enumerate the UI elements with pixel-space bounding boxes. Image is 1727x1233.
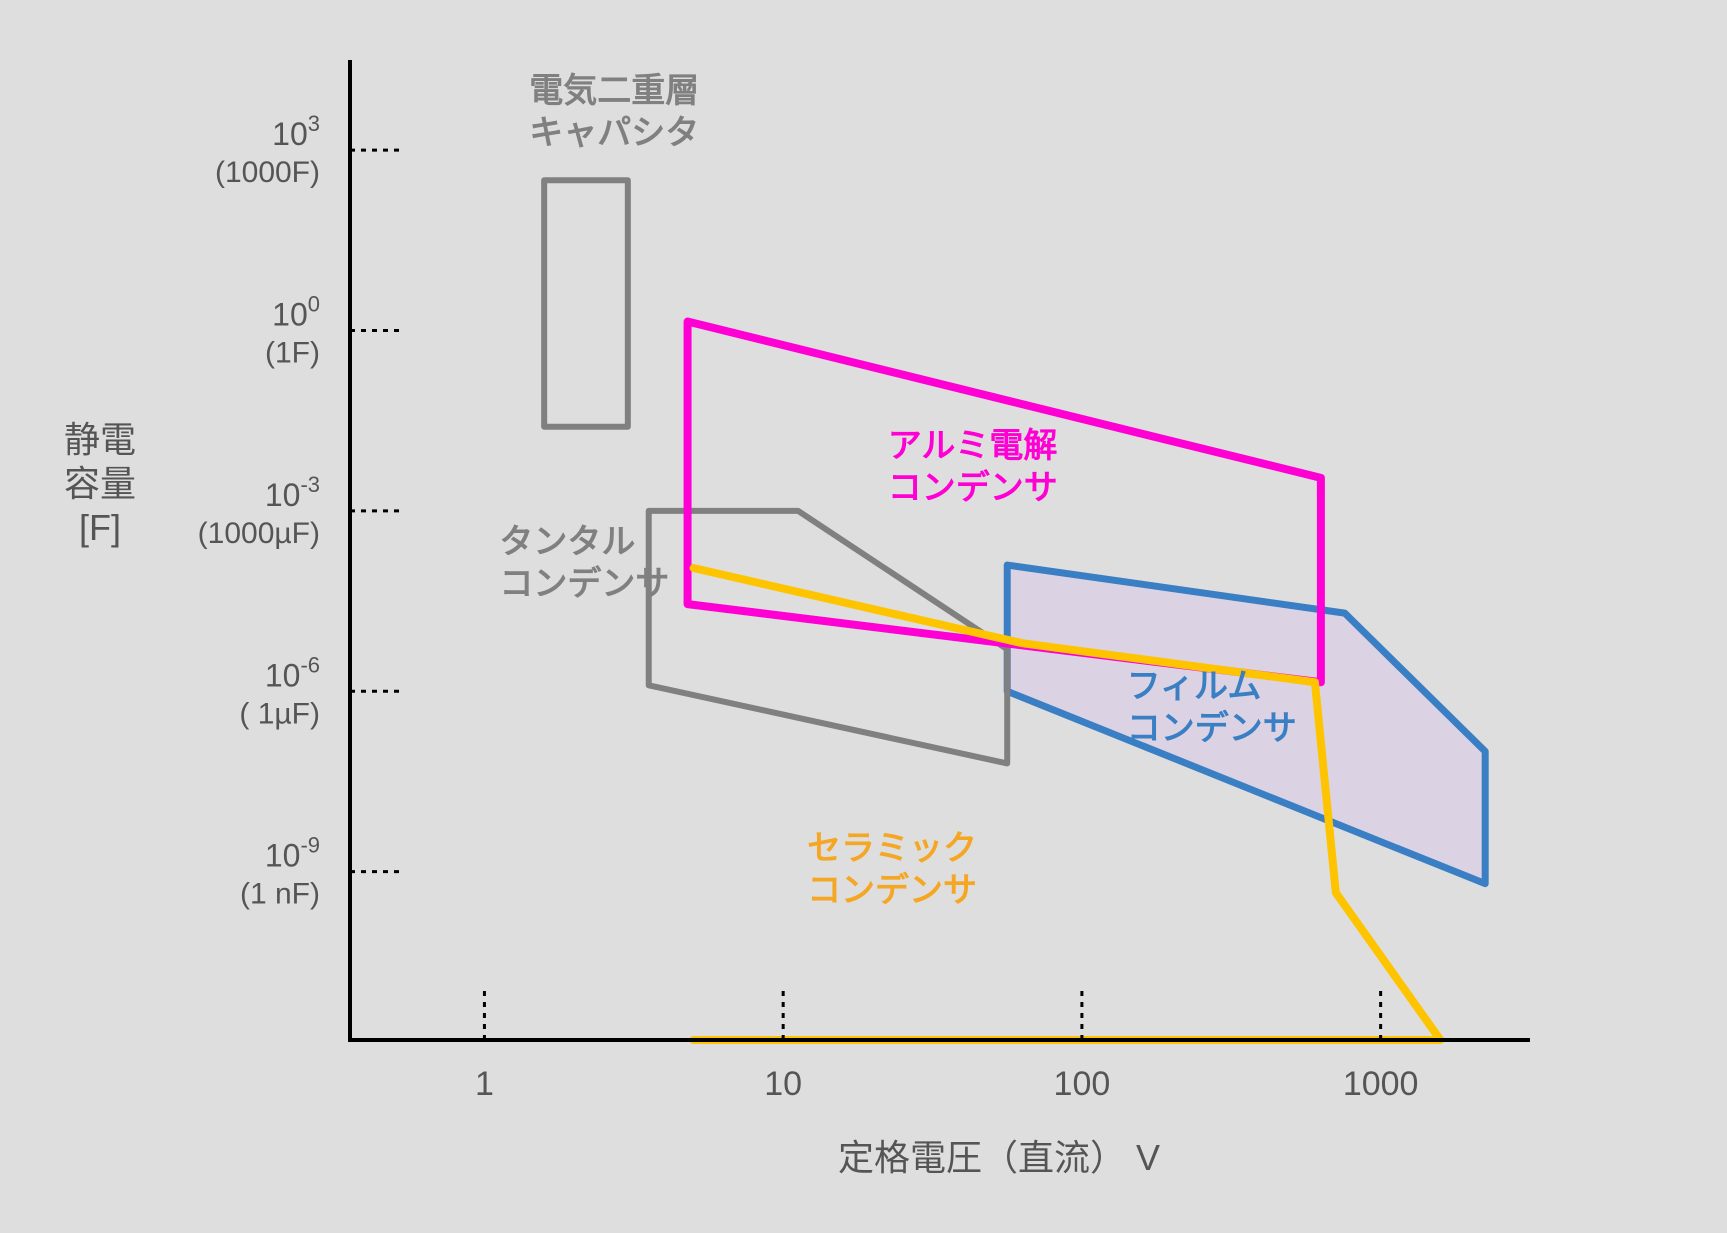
y-tick-exp: -6 (300, 652, 320, 677)
y-tick-exp: 3 (308, 111, 320, 136)
y-tick-base: 10 (272, 116, 308, 152)
x-tick-label: 10 (764, 1065, 802, 1103)
x-axis-title: 定格電圧（直流） V (838, 1137, 1160, 1178)
y-tick-sublabel: (1000F) (215, 156, 320, 189)
capacitor-region-chart: 103(1000F)100(1F)10-3(1000µF)10-6( 1µF)1… (0, 0, 1727, 1233)
y-tick-base: 10 (265, 477, 301, 513)
y-tick-sublabel: (1 nF) (240, 878, 320, 911)
y-tick-exp: 0 (308, 292, 320, 317)
x-tick-label: 100 (1054, 1065, 1111, 1103)
y-tick-exp: -3 (300, 472, 320, 497)
y-tick-exp: -9 (300, 833, 320, 858)
y-tick-base: 10 (265, 657, 301, 693)
y-tick-base: 10 (265, 838, 301, 874)
x-tick-label: 1 (475, 1065, 494, 1103)
x-tick-label: 1000 (1343, 1065, 1419, 1103)
y-tick-sublabel: (1000µF) (198, 517, 320, 550)
y-tick-sublabel: ( 1µF) (239, 697, 320, 730)
y-tick-sublabel: (1F) (265, 337, 320, 370)
y-tick-base: 10 (272, 297, 308, 333)
